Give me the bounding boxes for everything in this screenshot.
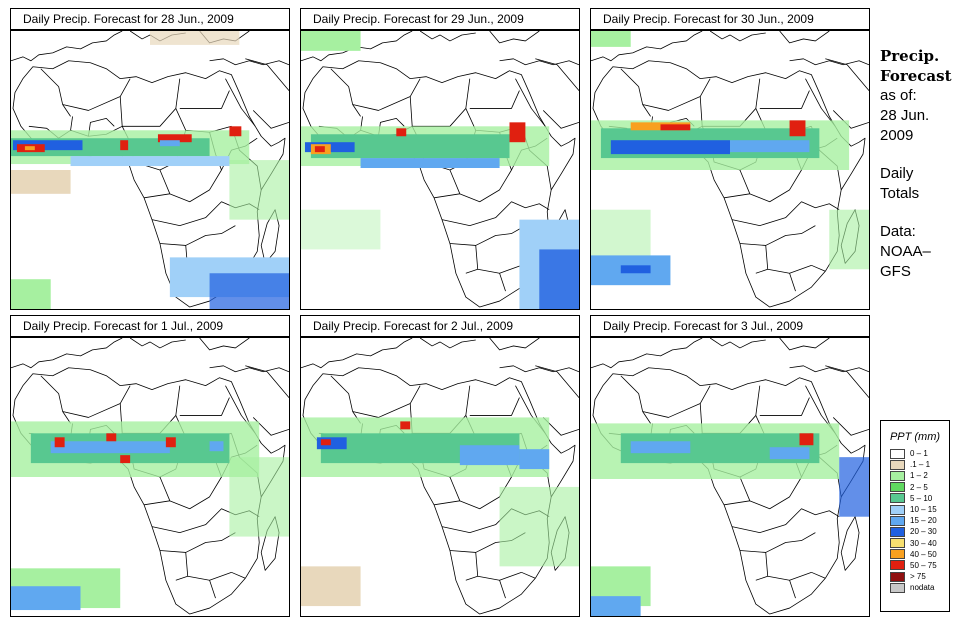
forecast-map bbox=[10, 30, 290, 310]
legend-label: nodata bbox=[910, 583, 935, 593]
legend-row: 2 – 5 bbox=[881, 482, 949, 493]
legend-label: 30 – 40 bbox=[910, 538, 937, 548]
legend-row: .1 – 1 bbox=[881, 459, 949, 470]
legend-label: 1 – 2 bbox=[910, 471, 928, 481]
heading-line-2: Forecast bbox=[880, 67, 952, 85]
legend-label: 0 – 1 bbox=[910, 449, 928, 459]
panel-title: Daily Precip. Forecast for 28 Jun., 2009 bbox=[10, 8, 290, 30]
map-description: Precip. Forecast as of: 28 Jun. 2009 Dai… bbox=[880, 46, 964, 282]
legend-label: 40 – 50 bbox=[910, 549, 937, 559]
legend-swatch bbox=[890, 470, 905, 481]
legend-row: 15 – 20 bbox=[881, 515, 949, 526]
forecast-map bbox=[10, 337, 290, 617]
heading-line-1: Precip. bbox=[880, 47, 940, 65]
legend-swatch bbox=[890, 448, 905, 459]
legend-swatch bbox=[890, 538, 905, 549]
period-line-2: Totals bbox=[880, 185, 920, 202]
as-of-label: as of: bbox=[880, 87, 917, 104]
legend-swatch bbox=[890, 582, 905, 593]
data-label: Data: bbox=[880, 223, 916, 240]
forecast-panel-1: Daily Precip. Forecast for 28 Jun., 2009 bbox=[10, 8, 290, 310]
legend-title: PPT (mm) bbox=[889, 431, 941, 443]
forecast-map bbox=[300, 30, 580, 310]
forecast-panel-4: Daily Precip. Forecast for 1 Jul., 2009 bbox=[10, 315, 290, 617]
forecast-map bbox=[300, 337, 580, 617]
legend-swatch bbox=[890, 504, 905, 515]
forecast-panel-3: Daily Precip. Forecast for 30 Jun., 2009 bbox=[590, 8, 870, 310]
legend-row: 20 – 30 bbox=[881, 526, 949, 537]
legend-label: 2 – 5 bbox=[910, 482, 928, 492]
data-source-line-2: GFS bbox=[880, 263, 911, 280]
legend-row: 1 – 2 bbox=[881, 470, 949, 481]
legend-label: .1 – 1 bbox=[910, 460, 931, 470]
legend-label: > 75 bbox=[910, 572, 926, 582]
legend-row: > 75 bbox=[881, 571, 949, 582]
as-of-date: 28 Jun. bbox=[880, 107, 930, 124]
forecast-panel-5: Daily Precip. Forecast for 2 Jul., 2009 bbox=[300, 315, 580, 617]
panel-title: Daily Precip. Forecast for 2 Jul., 2009 bbox=[300, 315, 580, 337]
legend-row: 30 – 40 bbox=[881, 538, 949, 549]
period-line-1: Daily bbox=[880, 165, 914, 182]
panel-title: Daily Precip. Forecast for 29 Jun., 2009 bbox=[300, 8, 580, 30]
panel-title: Daily Precip. Forecast for 3 Jul., 2009 bbox=[590, 315, 870, 337]
legend-label: 50 – 75 bbox=[910, 560, 937, 570]
legend-row: 50 – 75 bbox=[881, 560, 949, 571]
legend-swatch bbox=[890, 515, 905, 526]
panel-title: Daily Precip. Forecast for 1 Jul., 2009 bbox=[10, 315, 290, 337]
legend-label: 15 – 20 bbox=[910, 516, 937, 526]
legend-label: 5 – 10 bbox=[910, 493, 933, 503]
panel-title: Daily Precip. Forecast for 30 Jun., 2009 bbox=[590, 8, 870, 30]
legend-swatch bbox=[890, 526, 905, 537]
legend-swatch bbox=[890, 549, 905, 560]
forecast-panel-6: Daily Precip. Forecast for 3 Jul., 2009 bbox=[590, 315, 870, 617]
legend-row: nodata bbox=[881, 582, 949, 593]
legend-row: 40 – 50 bbox=[881, 549, 949, 560]
forecast-map bbox=[590, 337, 870, 617]
forecast-map bbox=[590, 30, 870, 310]
forecast-panel-2: Daily Precip. Forecast for 29 Jun., 2009 bbox=[300, 8, 580, 310]
legend-row: 0 – 1 bbox=[881, 448, 949, 459]
as-of-year: 2009 bbox=[880, 127, 914, 144]
legend-label: 10 – 15 bbox=[910, 505, 937, 515]
legend-row: 5 – 10 bbox=[881, 493, 949, 504]
legend-swatch bbox=[890, 482, 905, 493]
legend-swatch bbox=[890, 459, 905, 470]
legend-swatch bbox=[890, 560, 905, 571]
legend-swatch bbox=[890, 493, 905, 504]
data-source-line-1: NOAA– bbox=[880, 243, 931, 260]
legend-swatch bbox=[890, 571, 905, 582]
legend-label: 20 – 30 bbox=[910, 527, 937, 537]
legend-row: 10 – 15 bbox=[881, 504, 949, 515]
